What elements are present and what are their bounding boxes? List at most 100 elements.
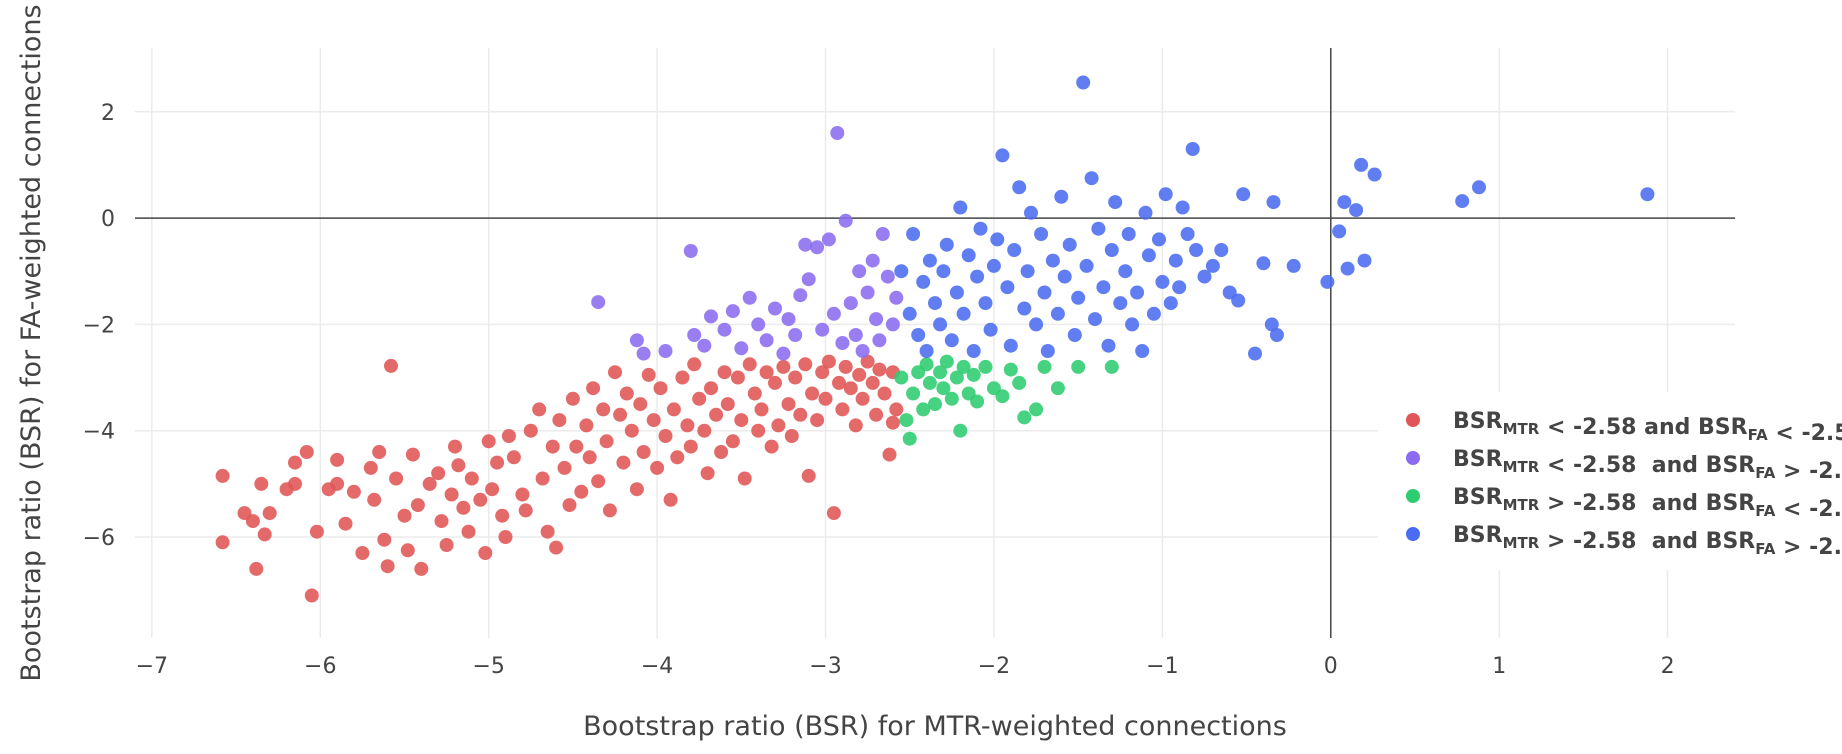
data-point	[902, 431, 917, 446]
legend-label: BSRMTR > -2.58 and BSRFA < -2.58	[1453, 485, 1842, 522]
data-point	[902, 306, 917, 321]
data-point	[1180, 227, 1195, 241]
data-point	[461, 524, 476, 539]
data-point	[877, 386, 892, 401]
data-point	[788, 328, 803, 342]
data-point	[1248, 346, 1262, 361]
data-point	[1040, 344, 1055, 358]
data-point	[855, 344, 870, 358]
data-point	[1357, 253, 1372, 268]
x-tick-label: −3	[809, 654, 841, 679]
data-point	[933, 365, 948, 380]
data-point	[473, 492, 488, 507]
data-point	[1017, 301, 1032, 316]
legend-label: BSRMTR < -2.58 and BSRFA > -2.58	[1453, 447, 1842, 484]
data-point	[720, 397, 735, 412]
data-point	[1256, 256, 1271, 271]
data-point	[700, 466, 715, 481]
y-tick-label: −6	[83, 526, 115, 551]
data-point	[1000, 280, 1015, 295]
data-point	[872, 333, 887, 348]
data-point	[523, 423, 538, 438]
legend-marker	[1406, 527, 1420, 541]
data-point	[608, 365, 622, 380]
data-point	[422, 476, 437, 491]
data-point	[810, 413, 825, 428]
data-point	[875, 227, 890, 241]
data-point	[781, 312, 796, 327]
data-point	[485, 482, 500, 497]
data-point	[414, 561, 429, 576]
data-point	[1231, 293, 1246, 308]
data-point	[768, 375, 782, 390]
data-point	[262, 506, 277, 521]
data-point	[687, 357, 702, 372]
data-point	[586, 381, 601, 396]
data-point	[995, 389, 1010, 404]
data-point	[557, 460, 572, 475]
data-point	[889, 290, 904, 305]
data-point	[776, 346, 791, 361]
data-point	[970, 269, 985, 284]
data-point	[1349, 203, 1364, 218]
data-point	[254, 476, 269, 491]
data-point	[1455, 194, 1470, 209]
data-point	[751, 423, 766, 438]
data-point	[995, 148, 1010, 163]
data-point	[380, 559, 395, 574]
data-point	[1037, 359, 1052, 374]
data-point	[330, 452, 345, 467]
data-point	[835, 336, 850, 350]
data-point	[1152, 232, 1166, 247]
legend-item[interactable]: BSRMTR > -2.58 and BSRFA > -2.58	[1406, 523, 1842, 560]
data-point	[636, 346, 651, 361]
data-point	[641, 367, 656, 382]
data-point	[906, 386, 921, 401]
data-point	[771, 418, 786, 433]
data-point	[680, 418, 695, 433]
data-point	[869, 312, 884, 327]
legend-item[interactable]: BSRMTR < -2.58 and BSRFA < -2.58	[1406, 409, 1842, 446]
data-point	[894, 370, 909, 385]
data-point	[742, 290, 757, 305]
data-point	[919, 357, 934, 372]
data-point	[916, 274, 931, 289]
data-point	[1104, 243, 1119, 257]
data-point	[830, 126, 845, 140]
data-point	[1197, 269, 1212, 284]
data-point	[1125, 317, 1140, 332]
legend[interactable]: BSRMTR < -2.58 and BSRFA < -2.58BSRMTR <…	[1378, 392, 1842, 570]
data-point	[801, 468, 816, 483]
data-point	[956, 359, 971, 374]
data-point	[624, 423, 639, 438]
data-point	[532, 402, 547, 417]
data-point	[629, 482, 644, 497]
data-point	[810, 240, 825, 255]
legend-item[interactable]: BSRMTR < -2.58 and BSRFA > -2.58	[1406, 447, 1842, 484]
data-point	[1096, 280, 1111, 295]
data-point	[1337, 195, 1352, 210]
data-point	[1130, 285, 1145, 300]
data-point	[754, 402, 769, 417]
legend-marker	[1406, 489, 1420, 503]
data-point	[591, 474, 606, 489]
data-point	[495, 508, 510, 523]
data-point	[1017, 410, 1032, 425]
data-point	[939, 354, 954, 369]
data-point	[764, 439, 779, 454]
data-point	[1320, 274, 1335, 289]
data-point	[1236, 187, 1251, 202]
legend-item[interactable]: BSRMTR > -2.58 and BSRFA < -2.58	[1406, 485, 1842, 522]
data-point	[613, 407, 628, 422]
data-point	[666, 402, 681, 417]
data-point	[961, 248, 976, 263]
data-point	[956, 306, 971, 321]
data-point	[939, 237, 954, 252]
data-point	[1024, 205, 1038, 220]
y-tick-label: −4	[83, 420, 115, 445]
data-point	[906, 227, 921, 241]
data-point	[869, 407, 884, 422]
data-point	[683, 244, 698, 258]
data-point	[894, 264, 909, 279]
x-tick-label: −6	[304, 654, 336, 679]
